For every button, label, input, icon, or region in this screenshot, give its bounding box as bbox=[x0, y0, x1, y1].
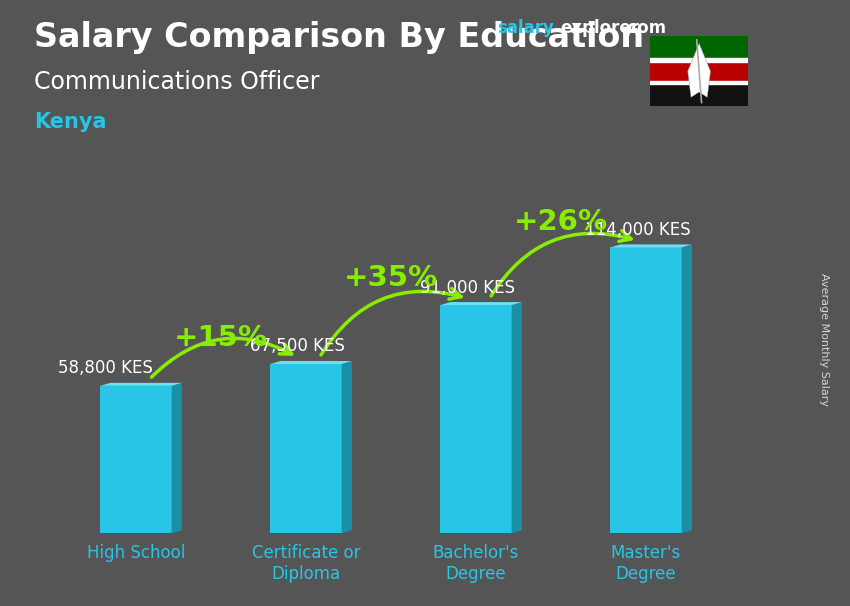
Text: .com: .com bbox=[621, 19, 666, 38]
Text: +35%: +35% bbox=[344, 264, 438, 291]
FancyArrowPatch shape bbox=[321, 288, 461, 355]
Bar bbox=[650, 83, 748, 106]
Polygon shape bbox=[688, 44, 711, 98]
Bar bbox=[100, 386, 172, 533]
Bar bbox=[650, 81, 748, 84]
Text: explorer: explorer bbox=[560, 19, 639, 38]
Text: 58,800 KES: 58,800 KES bbox=[58, 359, 153, 378]
Polygon shape bbox=[440, 302, 522, 305]
Text: Kenya: Kenya bbox=[34, 112, 106, 132]
Polygon shape bbox=[512, 302, 522, 533]
Bar bbox=[650, 59, 748, 62]
Bar bbox=[650, 59, 748, 83]
Bar bbox=[270, 364, 342, 533]
Text: salary: salary bbox=[497, 19, 554, 38]
Text: 67,500 KES: 67,500 KES bbox=[250, 338, 345, 356]
Bar bbox=[650, 36, 748, 59]
FancyArrowPatch shape bbox=[151, 338, 292, 377]
Bar bbox=[440, 305, 512, 533]
Text: Communications Officer: Communications Officer bbox=[34, 70, 320, 94]
Text: +15%: +15% bbox=[174, 324, 268, 351]
Polygon shape bbox=[172, 383, 182, 533]
Polygon shape bbox=[610, 244, 692, 247]
Text: Average Monthly Salary: Average Monthly Salary bbox=[819, 273, 829, 406]
Polygon shape bbox=[100, 383, 182, 386]
Polygon shape bbox=[342, 361, 352, 533]
Text: Salary Comparison By Education: Salary Comparison By Education bbox=[34, 21, 644, 54]
Bar bbox=[610, 247, 682, 533]
FancyArrowPatch shape bbox=[491, 231, 631, 296]
Text: 91,000 KES: 91,000 KES bbox=[420, 279, 515, 296]
Polygon shape bbox=[682, 244, 692, 533]
Polygon shape bbox=[270, 361, 352, 364]
Text: 114,000 KES: 114,000 KES bbox=[585, 221, 690, 239]
Text: +26%: +26% bbox=[514, 208, 608, 236]
